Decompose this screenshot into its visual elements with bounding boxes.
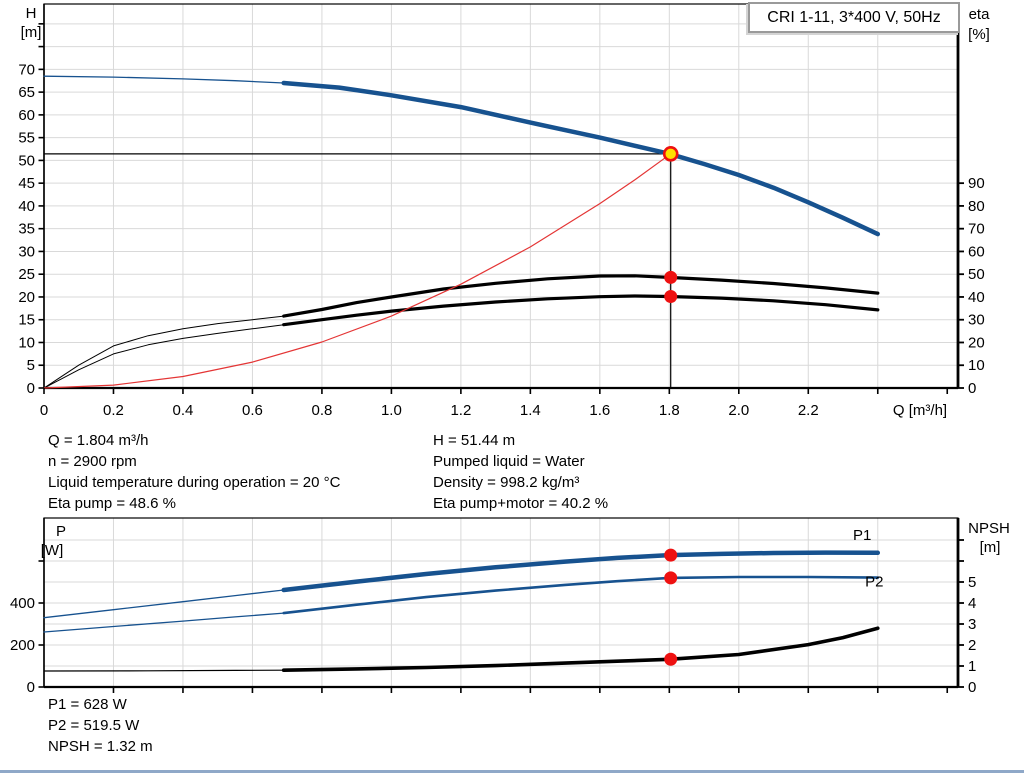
series-label-p1: P1 [853,527,871,544]
x-tick-label: 0 [40,402,48,419]
p2-point [664,571,678,585]
info-line-liquid: Pumped liquid = Water [433,453,585,470]
right-tick-label: 90 [968,175,985,192]
p2-curve [43,612,285,633]
left-tick-label: 200 [10,637,35,654]
plot-frame [43,3,959,389]
left-tick-label: 20 [18,289,35,306]
x-tick-label: 0.6 [242,402,263,419]
result-line-p2: P2 = 519.5 W [48,717,140,734]
result-line-p1: P1 = 628 W [48,696,127,713]
left-tick-label: 70 [18,61,35,78]
results-panel: P1 = 628 W P2 = 519.5 W NPSH = 1.32 m [48,694,153,757]
x-tick-label: 2.2 [798,402,819,419]
x-tick-label: 0.8 [311,402,332,419]
right-tick-label: 1 [968,658,976,675]
eta-pump-motor-curve [282,294,880,327]
x-tick-label: 1.6 [589,402,610,419]
x-tick-label: 0.2 [103,402,124,419]
y-right-axis-title: NPSH [968,520,1010,537]
left-tick-label: 15 [18,312,35,329]
x-tick-label: 0.4 [173,402,194,419]
eta-pump-point [664,270,678,284]
left-tick-label: 0 [27,380,35,397]
right-tick-label: 40 [968,289,985,306]
p1-point [664,548,678,562]
y-right-axis-title: eta [969,6,991,23]
x-tick-label: 2.0 [728,402,749,419]
p2-curve [282,575,880,615]
left-tick-label: 35 [18,221,35,238]
info-line-eta-total: Eta pump+motor = 40.2 % [433,495,609,512]
right-tick-label: 4 [968,595,976,612]
y-left-axis-unit: [W] [41,542,64,559]
eta-pump-curve [43,315,285,389]
footer-divider [0,770,1024,773]
x-tick-label: 1.2 [450,402,471,419]
right-tick-label: 5 [968,574,976,591]
head-chart: 0 5 10 15 20 25 30 35 40 45 50 55 60 65 70 0 10 20 30 40 50 6… [18,3,991,419]
info-line-speed: n = 2900 rpm [48,453,137,470]
info-line-q: Q = 1.804 m³/h [48,432,149,449]
y-left-axis-title: H [26,5,37,22]
y-right-axis-unit: [%] [968,26,990,43]
left-tick-label: 50 [18,152,35,169]
right-tick-label: 70 [968,221,985,238]
left-tick-label: 400 [10,595,35,612]
left-tick-label: 25 [18,266,35,283]
info-panel-right: H = 51.44 m Pumped liquid = Water Densit… [433,430,608,514]
left-tick-label: 10 [18,334,35,351]
left-tick-label: 65 [18,84,35,101]
right-tick-label: 0 [968,380,976,397]
duty-point [662,146,679,162]
y-left-axis-unit: [m] [21,24,42,41]
series-label-p2: P2 [865,574,883,591]
info-line-temperature: Liquid temperature during operation = 20… [48,474,341,491]
x-tick-label: 1.4 [520,402,541,419]
left-tick-label: 40 [18,198,35,215]
x-tick-label: 1.8 [659,402,680,419]
right-tick-label: 80 [968,198,985,215]
result-line-npsh: NPSH = 1.32 m [48,738,153,755]
right-tick-label: 60 [968,243,985,260]
right-tick-label: 0 [968,679,976,696]
right-tick-label: 20 [968,334,985,351]
eta-pump-motor-curve [43,324,285,389]
pump-title: CRI 1-11, 3*400 V, 50Hz [767,9,941,26]
right-tick-label: 10 [968,357,985,374]
y-left-axis-title: P [56,523,66,540]
head-curve [281,80,881,237]
left-tick-label: 60 [18,107,35,124]
x-tick-label: 1.0 [381,402,402,419]
info-line-eta-pump: Eta pump = 48.6 % [48,495,176,512]
p1-curve [43,589,285,619]
info-panel-left: Q = 1.804 m³/h n = 2900 rpm Liquid tempe… [48,430,340,514]
right-tick-label: 30 [968,312,985,329]
npsh-curve [43,669,285,672]
info-line-head: H = 51.44 m [433,432,516,449]
npsh-curve [281,626,880,673]
left-tick-label: 30 [18,243,35,260]
x-axis-title: Q [m³/h] [893,402,947,419]
left-tick-label: 55 [18,130,35,147]
y-right-axis-unit: [m] [980,539,1001,556]
pump-title-box: CRI 1-11, 3*400 V, 50Hz [748,2,960,33]
left-tick-label: 5 [27,357,35,374]
right-tick-label: 50 [968,266,985,283]
head-curve [43,75,285,84]
eta-pump-curve [282,274,880,318]
power-chart: P1 P2 0 200 400 0 1 2 3 4 5 P [W] NPSH [m] [10,517,1010,696]
left-tick-label: 45 [18,175,35,192]
system-curve [43,153,672,389]
right-tick-label: 3 [968,616,976,633]
eta-pump-motor-point [664,290,678,304]
right-tick-label: 2 [968,637,976,654]
npsh-point [664,652,678,666]
p1-curve [281,550,881,593]
info-line-density: Density = 998.2 kg/m³ [433,474,580,491]
left-tick-label: 0 [27,679,35,696]
